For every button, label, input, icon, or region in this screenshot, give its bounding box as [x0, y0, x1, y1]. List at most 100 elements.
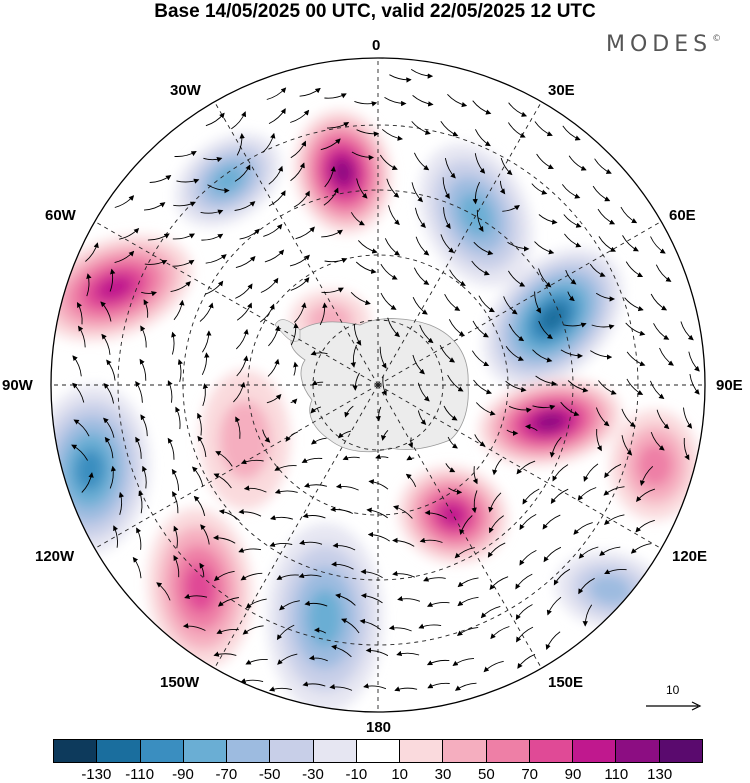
wind-arrow: [81, 472, 94, 493]
wind-arrow: [213, 651, 237, 657]
wind-arrow: [200, 524, 210, 545]
wind-arrow: [545, 631, 561, 651]
wind-arrow: [323, 187, 339, 206]
wind-arrow: [549, 436, 562, 458]
wind-arrow: [355, 261, 377, 274]
wind-arrow: [531, 183, 548, 195]
wind-arrow: [242, 625, 264, 635]
wind-arrow: [268, 165, 284, 185]
wind-arrow: [474, 153, 486, 174]
wind-arrow: [595, 407, 610, 427]
wind-arrow: [173, 201, 196, 207]
wind-arrow: [216, 628, 239, 634]
wind-arrow: [560, 401, 580, 417]
wind-arrow: [321, 229, 343, 238]
wind-arrow: [174, 151, 197, 157]
wind-arrow: [304, 482, 328, 488]
wind-arrow: [330, 506, 353, 514]
wind-arrow: [76, 302, 83, 325]
wind-arrow: [199, 302, 214, 322]
wind-arrow: [659, 347, 674, 366]
wind-arrow: [356, 129, 380, 137]
wind-arrow: [412, 297, 428, 315]
wind-arrow: [338, 430, 352, 439]
wind-arrow: [516, 626, 534, 643]
wind-arrow: [381, 128, 403, 141]
wind-arrow: [532, 404, 556, 410]
wind-arrow: [502, 204, 520, 212]
colorbar: [53, 739, 703, 763]
colorbar-segment: [140, 740, 184, 762]
wind-arrow: [193, 495, 206, 516]
wind-arrow: [170, 281, 191, 293]
wind-arrow: [457, 577, 479, 588]
wind-arrow: [235, 328, 249, 350]
wind-arrow: [589, 263, 606, 277]
lon-label-150e: 150E: [548, 674, 584, 691]
wind-arrow: [149, 174, 172, 183]
wind-arrow: [269, 686, 293, 692]
wind-arrow: [268, 190, 286, 207]
wind-arrow: [515, 573, 533, 590]
wind-arrow: [363, 683, 387, 690]
wind-arrow: [213, 570, 235, 582]
wind-arrow: [407, 437, 413, 449]
wind-arrow: [240, 678, 264, 684]
wind-arrow: [350, 212, 365, 226]
wind-arrow: [379, 154, 398, 170]
wind-arrow: [239, 228, 260, 240]
colorbar-segment: [313, 740, 357, 762]
wind-arrow: [234, 164, 251, 182]
wind-arrow: [517, 653, 536, 669]
wind-arrow: [508, 270, 526, 287]
wind-arrow: [394, 686, 418, 692]
wind-arrow: [289, 254, 310, 267]
wind-arrow: [144, 260, 168, 265]
anomaly-contour: [588, 574, 632, 606]
wind-arrow: [379, 346, 387, 369]
wind-arrow: [508, 102, 528, 117]
wind-arrow: [393, 505, 413, 519]
wind-arrow: [387, 317, 400, 338]
wind-arrow: [578, 577, 595, 595]
wind-arrow: [534, 121, 553, 137]
colorbar-segment: [486, 740, 530, 762]
wind-arrow: [500, 157, 513, 176]
wind-arrow: [604, 463, 622, 479]
wind-arrow: [103, 417, 115, 438]
wind-arrow: [202, 330, 212, 353]
wind-arrow: [649, 380, 665, 400]
meridian-line: [94, 384, 379, 549]
wind-arrow: [71, 444, 88, 461]
wind-arrow: [449, 269, 466, 286]
brand-mark: ©: [712, 34, 722, 44]
wind-arrow: [381, 376, 387, 396]
wind-arrow: [293, 190, 310, 208]
wind-arrow: [182, 623, 206, 631]
wind-arrow: [86, 273, 92, 297]
anomaly-contour: [332, 159, 354, 185]
wind-arrow: [621, 435, 633, 456]
wind-arrow: [426, 659, 450, 666]
wind-arrow: [456, 626, 479, 636]
wind-arrow: [622, 235, 639, 252]
wind-arrow: [406, 455, 415, 461]
wind-arrow: [140, 414, 148, 437]
wind-arrow: [488, 492, 502, 513]
wind-arrow: [245, 598, 267, 609]
wind-arrow: [139, 358, 147, 381]
wind-arrow: [299, 87, 321, 97]
wind-arrow: [268, 325, 281, 347]
wind-arrow: [440, 234, 455, 253]
wind-arrow: [360, 593, 383, 604]
wind-arrow: [276, 624, 295, 641]
colorbar-tick-label: -10: [345, 766, 368, 783]
wind-arrow: [596, 428, 602, 452]
wind-arrow: [414, 207, 426, 229]
wind-arrow: [114, 250, 135, 264]
wind-arrow: [487, 542, 506, 558]
wind-arrow: [515, 604, 533, 621]
wind-arrow: [293, 361, 299, 376]
wind-arrow: [499, 180, 506, 195]
colorbar-tick-label: -30: [302, 766, 324, 783]
